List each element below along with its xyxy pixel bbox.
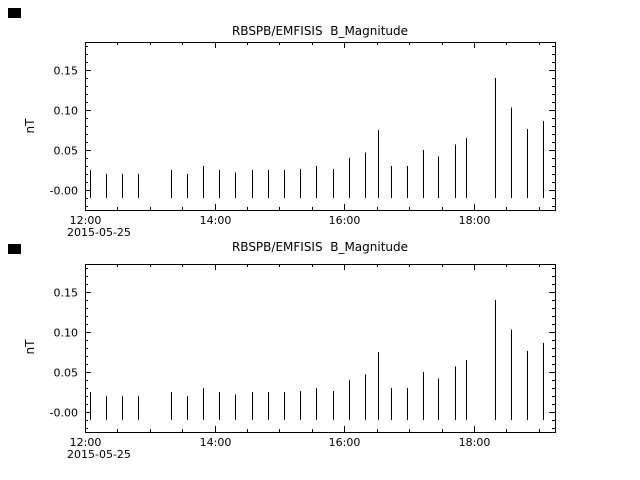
panel2-x-tick-label: 14:00 — [200, 436, 232, 449]
panel1-x-tick-label: 12:00 — [70, 214, 102, 227]
panel1-x-tick-label: 14:00 — [200, 214, 232, 227]
panel1-x-tick-label: 16:00 — [329, 214, 361, 227]
panel2-y-tick-label: -0.00 — [50, 407, 78, 420]
panel1-y-tick-label: 0.05 — [54, 145, 79, 158]
panel1-title: RBSPB/EMFISIS B_Magnitude — [231, 24, 409, 38]
panel2-axes-box — [85, 264, 556, 433]
panel2-date-label: 2015-05-25 — [67, 448, 131, 461]
panel1-y-tick-label: 0.15 — [54, 65, 79, 78]
corner-marker-top — [8, 8, 21, 18]
panel1-y-tick-label: -0.00 — [50, 185, 78, 198]
panel1-x-tick-label: 18:00 — [459, 214, 491, 227]
panel2-title: RBSPB/EMFISIS B_Magnitude — [231, 240, 409, 254]
panel2-x-tick-label: 16:00 — [329, 436, 361, 449]
panel2-y-tick-label: 0.15 — [54, 287, 79, 300]
corner-marker-bottom — [8, 244, 21, 254]
panel1-y-tick-label: 0.10 — [54, 105, 79, 118]
panel1-date-label: 2015-05-25 — [67, 226, 131, 239]
panel2-y-tick-label: 0.05 — [54, 367, 79, 380]
panel2-x-tick-label: 12:00 — [70, 436, 102, 449]
panel2-x-tick-label: 18:00 — [459, 436, 491, 449]
panel1-axes-box — [85, 42, 556, 211]
panel2-y-tick-label: 0.10 — [54, 327, 79, 340]
